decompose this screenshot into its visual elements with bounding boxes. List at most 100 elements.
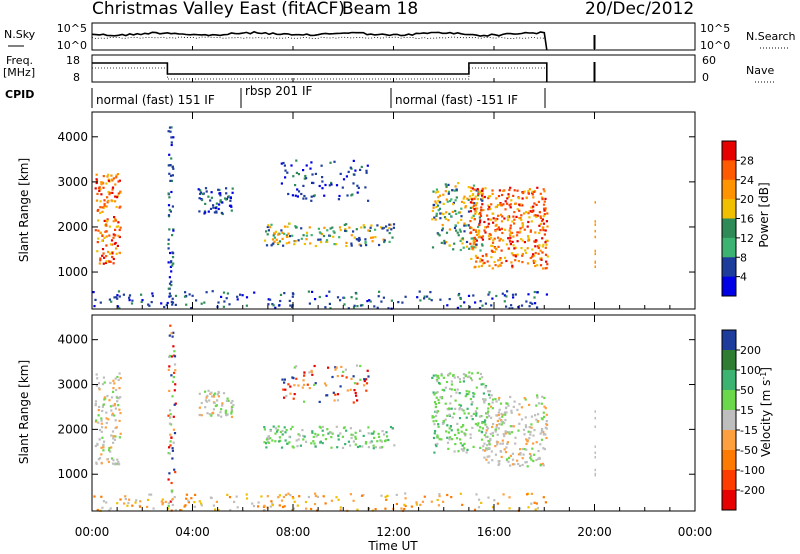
scatter-cell (517, 306, 520, 309)
scatter-cell (172, 415, 175, 418)
scatter-cell (471, 187, 474, 190)
scatter-cell (169, 294, 172, 297)
scatter-cell (445, 231, 449, 234)
scatter-cell (270, 244, 273, 247)
scatter-cell (463, 195, 466, 198)
scatter-cell (503, 434, 506, 438)
scatter-cell (187, 499, 190, 502)
scatter-cell (456, 306, 459, 309)
scatter-cell (151, 294, 154, 298)
scatter-cell (168, 292, 171, 295)
scatter-cell (211, 290, 214, 293)
scatter-cell (525, 448, 528, 451)
scatter-cell (527, 239, 530, 242)
scatter-cell (97, 229, 100, 232)
scatter-cell (358, 236, 361, 240)
scatter-cell (94, 444, 97, 448)
scatter-cell (482, 209, 485, 212)
scatter-cell (111, 255, 114, 259)
scatter-cell (280, 446, 284, 449)
scatter-cell (103, 236, 106, 239)
scatter-cell (310, 234, 313, 237)
scatter-cell (527, 293, 530, 296)
scatter-cell (404, 504, 407, 508)
scatter-cell (492, 239, 495, 242)
scatter-cell (99, 457, 102, 460)
scatter-cell (358, 243, 361, 246)
scatter-cell (111, 430, 115, 433)
scatter-cell (442, 420, 445, 423)
scatter-cell (508, 431, 511, 434)
scatter-cell (337, 498, 340, 501)
scatter-cell (508, 507, 511, 510)
scatter-cell (359, 168, 362, 171)
scatter-cell (101, 181, 104, 184)
scatter-cell (447, 431, 450, 434)
scatter-cell (462, 377, 465, 380)
scatter-cell (354, 435, 357, 438)
colorbar-frame (721, 329, 737, 511)
scatter-cell (273, 236, 276, 239)
scatter-cell (117, 290, 121, 293)
scatter-cell (495, 218, 498, 221)
scatter-cell (331, 226, 334, 229)
colorbar-swatch (722, 218, 736, 239)
scatter-cell (467, 224, 470, 227)
scatter-cell (389, 425, 393, 429)
scatter-cell (527, 212, 530, 215)
scatter-cell (430, 299, 433, 302)
scatter-cell (110, 409, 113, 412)
scatter-cell (367, 375, 370, 378)
scatter-cell (512, 215, 515, 218)
scatter-cell (170, 141, 173, 144)
scatter-cell (284, 439, 287, 442)
scatter-cell (509, 236, 512, 239)
colorbar-swatch (722, 430, 736, 451)
scatter-cell (169, 500, 172, 503)
scatter-cell (174, 402, 177, 405)
scatter-cell (150, 493, 153, 496)
scatter-cell (168, 354, 172, 357)
scatter-cell (180, 509, 183, 512)
scatter-cell (483, 456, 486, 459)
scatter-cell (220, 295, 223, 298)
scatter-cell (526, 493, 529, 496)
scatter-cell (116, 297, 119, 300)
scatter-cell (491, 425, 494, 429)
scatter-cell (322, 234, 326, 238)
scatter-cell (519, 230, 522, 233)
scatter-cell (449, 372, 452, 375)
scatter-cell (367, 432, 370, 435)
scatter-cell (349, 444, 352, 447)
scatter-cell (504, 430, 507, 433)
scatter-cell (168, 389, 171, 392)
scatter-cell (534, 260, 537, 263)
scatter-cell (334, 366, 337, 369)
scatter-cell (107, 199, 110, 202)
scatter-cell (295, 159, 298, 162)
scatter-cell (470, 189, 473, 193)
scatter-cell (284, 388, 287, 391)
scatter-cell (512, 194, 515, 197)
scatter-cell (267, 438, 270, 441)
scatter-cell (478, 230, 481, 233)
scatter-cell (391, 427, 394, 430)
scatter-cell (116, 196, 119, 199)
scatter-cell (475, 202, 479, 205)
scatter-cell (350, 436, 353, 440)
scatter-cell (520, 418, 524, 421)
scatter-cell (231, 405, 234, 408)
scatter-cell (544, 229, 547, 232)
scatter-cell (476, 407, 479, 410)
scatter-cell (500, 419, 503, 422)
scatter-cell (524, 461, 527, 464)
scatter-cell (544, 241, 547, 244)
scatter-cell (473, 508, 477, 511)
scatter-cell (360, 165, 363, 168)
scatter-cell (103, 396, 106, 399)
scatter-cell (513, 222, 516, 225)
scatter-cell (506, 458, 509, 461)
scatter-cell (296, 188, 299, 191)
scatter-cell (206, 394, 209, 397)
